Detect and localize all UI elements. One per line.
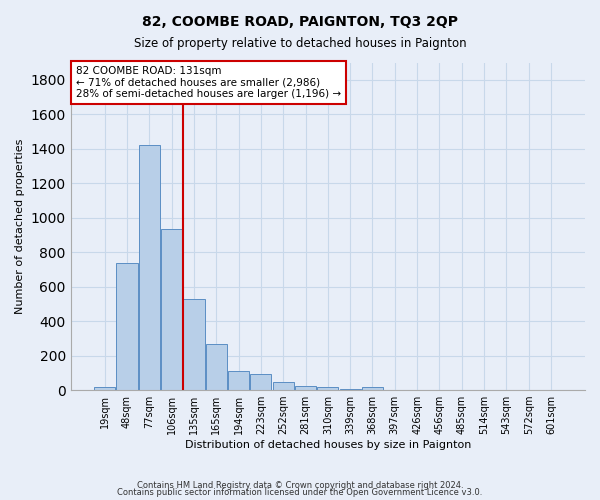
Bar xyxy=(184,298,205,390)
Bar xyxy=(94,386,115,390)
Text: Contains public sector information licensed under the Open Government Licence v3: Contains public sector information licen… xyxy=(118,488,482,497)
Bar xyxy=(139,146,160,390)
Bar xyxy=(206,344,227,390)
Bar xyxy=(340,389,361,390)
Bar xyxy=(362,388,383,390)
Bar xyxy=(295,386,316,390)
Text: 82 COOMBE ROAD: 131sqm
← 71% of detached houses are smaller (2,986)
28% of semi-: 82 COOMBE ROAD: 131sqm ← 71% of detached… xyxy=(76,66,341,99)
X-axis label: Distribution of detached houses by size in Paignton: Distribution of detached houses by size … xyxy=(185,440,471,450)
Bar xyxy=(250,374,271,390)
Bar xyxy=(272,382,294,390)
Bar xyxy=(161,229,182,390)
Text: 82, COOMBE ROAD, PAIGNTON, TQ3 2QP: 82, COOMBE ROAD, PAIGNTON, TQ3 2QP xyxy=(142,15,458,29)
Text: Contains HM Land Registry data © Crown copyright and database right 2024.: Contains HM Land Registry data © Crown c… xyxy=(137,480,463,490)
Bar xyxy=(317,388,338,390)
Bar xyxy=(116,264,137,390)
Bar xyxy=(228,371,249,390)
Text: Size of property relative to detached houses in Paignton: Size of property relative to detached ho… xyxy=(134,38,466,51)
Y-axis label: Number of detached properties: Number of detached properties xyxy=(15,138,25,314)
